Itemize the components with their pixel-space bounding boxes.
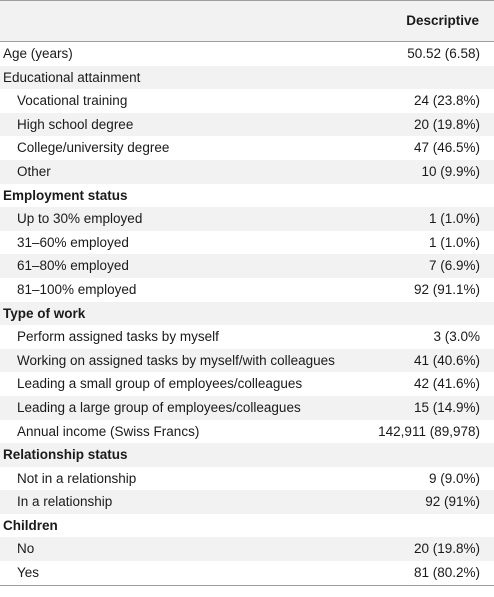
table-row: Yes 81 (80.2%) [0,561,494,585]
row-label: Educational attainment [3,69,141,85]
table-row: Up to 30% employed 1 (1.0%) [0,207,494,231]
row-label: Other [17,163,51,179]
header-rule [0,41,494,42]
row-value: 42 (41.6%) [413,376,480,392]
row-value: 3 (3.0% [433,329,480,345]
section-heading: Children [3,517,58,533]
row-value: 1 (1.0%) [428,211,480,227]
table-row: Other 10 (9.9%) [0,159,494,184]
row-value: 20 (19.8%) [413,116,480,132]
column-header-descriptive: Descriptive [406,13,479,28]
table-row: Leading a large group of employees/colle… [0,395,494,420]
row-label: Yes [17,565,40,581]
row-value: 92 (91%) [425,494,480,510]
table-row: Leading a small group of employees/colle… [0,372,494,396]
row-value: 24 (23.8%) [413,93,480,109]
table-row: Not in a relationship 9 (9.0%) [0,467,494,491]
row-value: 1 (1.0%) [428,234,480,250]
row-label: Leading a large group of employees/colle… [17,399,301,415]
section-row: Children [0,514,494,538]
row-label: High school degree [17,116,134,132]
row-value: 7 (6.9%) [428,258,480,274]
table-row: No 20 (19.8%) [0,537,494,562]
top-rule [0,0,494,1]
row-value: 41 (40.6%) [413,352,480,368]
row-label: Age (years) [3,46,73,61]
row-value: 15 (14.9%) [413,399,480,415]
row-value: 47 (46.5%) [413,140,480,156]
section-row: Relationship status [0,443,494,467]
section-row: Employment status [0,184,494,208]
section-heading: Employment status [3,187,128,203]
row-label: 31–60% employed [17,234,129,250]
table-row: 31–60% employed 1 (1.0%) [0,231,494,255]
row-label: College/university degree [17,140,170,156]
row-value: 142,911 (89,978) [378,423,480,439]
row-label: No [17,541,35,557]
row-label: 61–80% employed [17,258,129,274]
row-value: 20 (19.8%) [413,541,480,557]
table-body: Age (years) 50.52 (6.58) Educational attai… [0,42,494,585]
bottom-rule [0,584,494,586]
table-row: 81–100% employed 92 (91.1%) [0,278,494,302]
table-row: Age (years) 50.52 (6.58) [0,42,494,66]
section-row: Type of work [0,301,494,326]
row-label: In a relationship [17,494,113,510]
table-row: 61–80% employed 7 (6.9%) [0,254,494,278]
table-row: Annual income (Swiss Francs) 142,911 (89,… [0,420,494,444]
row-value: 9 (9.0%) [428,470,480,486]
row-label: Not in a relationship [17,470,137,486]
row-label: Leading a small group of employees/colle… [17,376,303,392]
row-label: Annual income (Swiss Francs) [17,423,200,439]
section-heading: Type of work [3,305,86,321]
table-row: Perform assigned tasks by myself 3 (3.0% [0,325,494,349]
section-heading: Relationship status [3,447,128,463]
row-value: 92 (91.1%) [413,281,480,297]
row-value: 50.52 (6.58) [407,46,480,61]
row-label: Up to 30% employed [17,211,143,227]
table-header: Descriptive [0,1,494,41]
row-label: 81–100% employed [17,281,137,297]
table-row: Working on assigned tasks by myself/with… [0,348,494,373]
table-row: Vocational training 24 (23.8%) [0,89,494,113]
row-value: 81 (80.2%) [413,565,480,581]
table-row: College/university degree 47 (46.5%) [0,136,494,160]
table-row: In a relationship 92 (91%) [0,490,494,514]
row-value: 10 (9.9%) [421,163,480,179]
row-label: Perform assigned tasks by myself [17,329,219,345]
table-row: High school degree 20 (19.8%) [0,112,494,137]
row-label: Vocational training [17,93,128,109]
table-row: Educational attainment [0,65,494,90]
row-label: Working on assigned tasks by myself/with… [17,352,335,368]
